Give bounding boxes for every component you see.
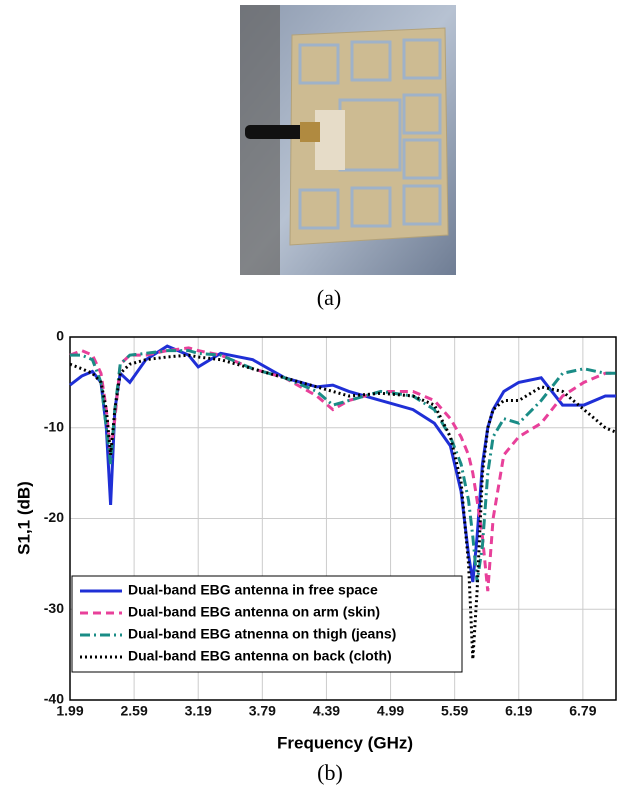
y-axis-label: S1,1 (dB) [14, 481, 33, 555]
legend-label: Dual-band EBG antenna on arm (skin) [128, 604, 380, 620]
y-tick-label: -20 [44, 509, 64, 525]
legend-label: Dual-band EBG antenna in free space [128, 582, 378, 598]
x-tick-label: 4.39 [313, 703, 340, 719]
x-tick-label: 6.79 [569, 703, 596, 719]
series-line [69, 353, 617, 660]
legend-label: Dual-band EBG atnenna on thigh (jeans) [128, 626, 396, 642]
legend: Dual-band EBG antenna in free space Dual-… [71, 575, 463, 673]
x-tick-label: 4.99 [377, 703, 404, 719]
y-tick-label: -40 [44, 691, 64, 707]
x-tick-label: 3.19 [185, 703, 212, 719]
caption-b: (b) [317, 760, 343, 785]
legend-box [71, 575, 463, 673]
series-line [70, 349, 616, 583]
photo [240, 5, 456, 275]
caption-a: (a) [317, 285, 341, 310]
y-tick-label: -30 [44, 600, 64, 616]
x-tick-label: 3.79 [249, 703, 276, 719]
y-tick-label: 0 [56, 328, 64, 344]
x-tick-label: 2.59 [120, 703, 147, 719]
series-line [69, 346, 616, 592]
x-tick-label: 1.99 [56, 703, 83, 719]
x-tick-label: 6.19 [505, 703, 532, 719]
x-tick-label: 5.59 [441, 703, 468, 719]
plot-frame [69, 336, 617, 701]
x-axis-label: Frequency (GHz) [277, 733, 413, 752]
y-tick-label: -10 [44, 418, 64, 434]
legend-label: Dual-band EBG antenna on back (cloth) [128, 648, 392, 664]
series-line [69, 344, 616, 583]
